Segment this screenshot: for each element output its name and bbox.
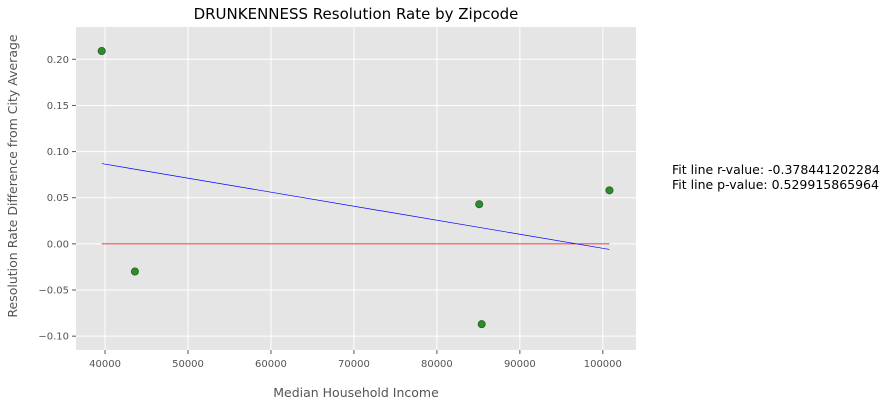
fit-line-group	[101, 163, 610, 250]
y-tick-label: −0.05	[38, 286, 69, 297]
fit-line	[101, 163, 610, 250]
fit-r-value: Fit line r-value: -0.378441202284	[672, 162, 880, 177]
data-point	[97, 46, 106, 55]
y-tick-label: 0.10	[47, 147, 69, 158]
plot-area	[76, 27, 636, 350]
y-tick-label: 0.05	[47, 193, 69, 204]
x-tick-label: 90000	[504, 359, 536, 370]
data-point	[477, 320, 486, 329]
fit-stats-annotation: Fit line r-value: -0.378441202284 Fit li…	[672, 162, 880, 192]
x-tick-label: 70000	[338, 359, 370, 370]
x-tick-label: 60000	[255, 359, 287, 370]
y-tick-label: 0.00	[47, 239, 69, 250]
x-tick-label: 50000	[172, 359, 204, 370]
data-point	[475, 200, 484, 209]
data-point	[130, 267, 139, 276]
fit-p-value: Fit line p-value: 0.529915865964	[672, 177, 879, 192]
y-axis-ticks: −0.10 −0.05 0.00 0.05 0.10 0.15 0.20	[38, 55, 76, 343]
y-tick-label: −0.10	[38, 332, 69, 343]
chart-title: DRUNKENNESS Resolution Rate by Zipcode	[194, 5, 519, 23]
x-tick-label: 100000	[584, 359, 622, 370]
data-point	[605, 186, 614, 195]
y-tick-label: 0.15	[47, 101, 69, 112]
y-tick-label: 0.20	[47, 55, 69, 66]
points-group	[97, 46, 614, 329]
x-tick-label: 80000	[421, 359, 453, 370]
x-tick-label: 40000	[89, 359, 121, 370]
x-axis-label: Median Household Income	[273, 385, 439, 400]
y-axis-label: Resolution Rate Difference from City Ave…	[5, 34, 20, 318]
x-axis-ticks: 40000 50000 60000 70000 80000 90000 100000	[89, 350, 622, 370]
